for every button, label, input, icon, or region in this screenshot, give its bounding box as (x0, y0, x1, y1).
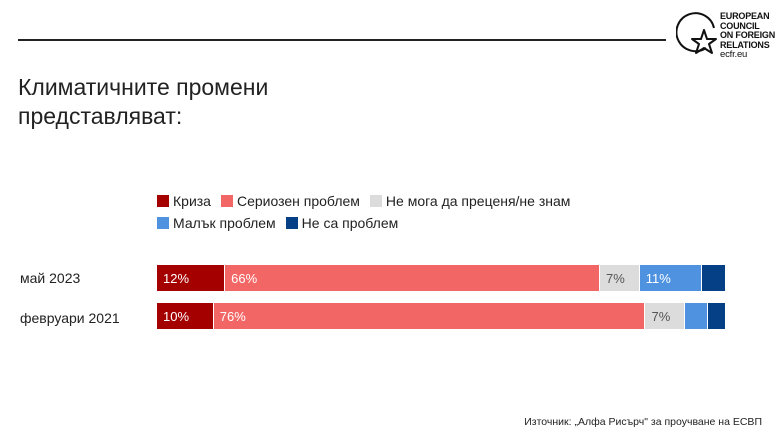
bar-segment: 7% (645, 303, 686, 329)
header-rule (18, 39, 666, 41)
stacked-bar-may-2023: 12% 66% 7% 11% (157, 265, 725, 291)
bar-segment (702, 265, 725, 291)
logo-line: RELATIONS (720, 39, 770, 50)
legend-item: Криза (157, 193, 211, 209)
legend-swatch (157, 195, 169, 207)
data-label: 11% (645, 270, 671, 286)
legend-swatch (285, 217, 298, 229)
category-label: май 2023 (20, 270, 81, 286)
category-label: февруари 2021 (20, 310, 120, 326)
star-circle-icon (675, 12, 717, 54)
data-label: 7% (651, 308, 671, 324)
bar-segment: 66% (225, 265, 601, 291)
legend-item: Малък проблем (157, 215, 276, 231)
legend-item: Сериозен проблем (220, 193, 360, 209)
legend-item: Не мога да преценя/не знам (369, 193, 571, 209)
legend-row: Малък проблем Не са проблем (157, 212, 570, 234)
data-label: 7% (606, 270, 625, 286)
legend-label: Не мога да преценя/не знам (385, 193, 571, 209)
bar-segment: 7% (600, 265, 640, 291)
logo-line: COUNCIL (720, 20, 760, 31)
legend: Криза Сериозен проблем Не мога да преценя/… (157, 190, 570, 234)
data-label: 12% (163, 270, 190, 286)
legend-label: Не са проблем (301, 215, 399, 231)
legend-swatch (157, 217, 169, 229)
legend-label: Криза (173, 193, 211, 209)
legend-swatch (369, 195, 382, 207)
legend-label: Малък проблем (173, 215, 276, 231)
stacked-bar-feb-2021: 10% 76% 7% (157, 303, 725, 329)
data-label: 10% (163, 308, 190, 324)
legend-row: Криза Сериозен проблем Не мога да преценя/… (157, 190, 570, 212)
bar-segment (685, 303, 708, 329)
data-label: 76% (219, 308, 246, 324)
logo-url: ecfr.eu (720, 49, 748, 60)
bar-segment (707, 303, 725, 329)
bar-segment: 10% (157, 303, 214, 329)
bar-segment: 11% (639, 265, 703, 291)
ecfr-logo: EUROPEAN COUNCIL ON FOREIGN RELATIONS ec… (675, 8, 776, 64)
logo-text: EUROPEAN COUNCIL ON FOREIGN RELATIONS ec… (720, 11, 776, 60)
chart-title: Климатичните промени представляват: (18, 74, 269, 129)
legend-item: Не са проблем (285, 215, 399, 231)
bar-segment: 12% (157, 265, 226, 291)
logo-line: EUROPEAN (720, 11, 770, 21)
bar-segment: 76% (213, 303, 646, 329)
data-label: 66% (231, 270, 258, 286)
legend-swatch (220, 195, 233, 207)
source-note: Източник: „Алфа Рисърч" за проучване на … (524, 416, 762, 428)
legend-label: Сериозен проблем (236, 193, 360, 209)
logo-line: ON FOREIGN (720, 30, 776, 40)
